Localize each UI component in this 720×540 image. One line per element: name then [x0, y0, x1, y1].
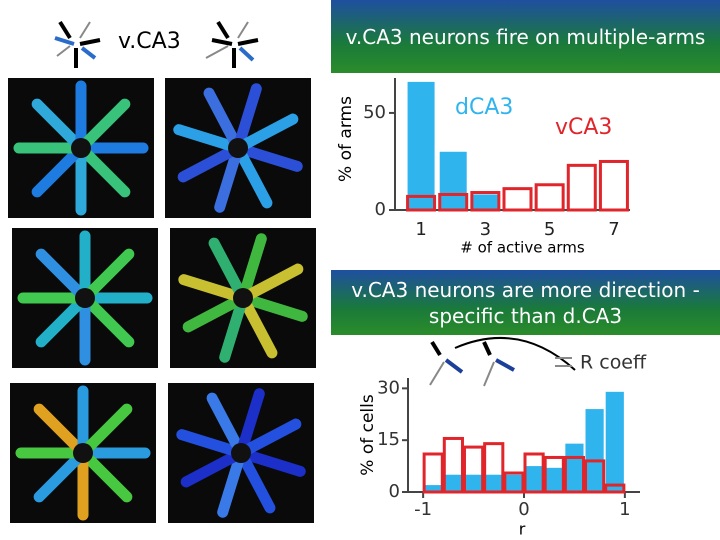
heatmap-arm: [235, 447, 306, 477]
heatmap-arm: [173, 124, 244, 154]
heatmap-arm: [35, 248, 91, 304]
x-tick-label: 1: [619, 499, 630, 520]
bar: [534, 183, 565, 212]
bar: [503, 471, 525, 494]
bar: [407, 81, 435, 210]
heatmaps: [8, 78, 316, 523]
heatmap-arm: [35, 292, 91, 348]
heatmap-arm: [219, 292, 249, 363]
heatmap-center: [71, 138, 91, 158]
heatmap-arm: [33, 447, 89, 503]
bar: [598, 159, 629, 212]
heatmap-arm: [203, 87, 244, 154]
heatmap-arm: [232, 142, 303, 172]
bar: [483, 442, 505, 494]
heatmap-arm: [182, 292, 249, 333]
bar: [406, 194, 437, 212]
direction-icons: [54, 20, 576, 387]
bar: [604, 483, 626, 494]
y-tick-label: 50: [363, 102, 386, 123]
x-tick-label: 3: [480, 219, 491, 240]
heatmap-arm: [217, 447, 247, 518]
heatmap-arm: [77, 447, 133, 503]
bar: [439, 151, 467, 210]
legend-label: dCA3: [455, 95, 513, 120]
heatmap-arm: [237, 292, 278, 359]
chart-title: v.CA3 neurons are more direction -specif…: [331, 270, 720, 335]
x-axis-label: r: [519, 520, 526, 539]
heatmap-arm: [232, 142, 273, 209]
x-tick-label: 0: [518, 499, 529, 520]
heatmap-center: [233, 288, 253, 308]
bar: [484, 474, 503, 492]
heatmap-arm: [75, 142, 131, 198]
heatmap-arm: [235, 388, 265, 459]
y-axis-label: % of arms: [336, 96, 356, 182]
heatmap-arm: [31, 98, 87, 154]
heatmap-arm: [214, 142, 244, 213]
bar: [438, 192, 469, 212]
heatmap-center: [73, 443, 93, 463]
heatmap-arm: [235, 418, 302, 459]
bar: [543, 455, 565, 494]
x-tick-label: 5: [544, 219, 555, 240]
heatmap-arm: [235, 447, 276, 514]
bar: [605, 391, 624, 492]
heatmap-arm: [31, 142, 87, 198]
bar: [566, 163, 597, 212]
heatmap-arm: [208, 237, 249, 304]
x-tick-label: 1: [415, 219, 426, 240]
heatmap-arm: [79, 248, 135, 304]
y-tick-label: 0: [375, 199, 386, 220]
heatmap-arm: [237, 292, 308, 322]
slide-label: v.CA3: [118, 29, 181, 54]
bar: [444, 474, 463, 492]
heatmap-arm: [79, 292, 135, 348]
bar: [545, 467, 564, 492]
x-axis-label: # of active arms: [460, 239, 585, 257]
heatmap-arm: [75, 98, 131, 154]
bar: [502, 187, 533, 212]
bar: [584, 459, 606, 494]
heatmap-arm: [237, 263, 304, 304]
heatmap-arm: [77, 403, 133, 459]
x-tick-label: -1: [414, 499, 432, 520]
bar: [565, 443, 584, 492]
bar: [525, 466, 544, 492]
bar: [462, 445, 485, 494]
chart-title: v.CA3 neurons fire on multiple-arms: [331, 0, 720, 73]
bar: [585, 409, 604, 492]
heatmap-center: [228, 138, 248, 158]
heatmap-arm: [237, 233, 267, 304]
heatmap-arm: [176, 429, 247, 459]
y-tick-label: 0: [389, 481, 400, 502]
bar: [424, 485, 443, 492]
x-tick-label: 7: [608, 219, 619, 240]
legend-label: vCA3: [555, 115, 612, 140]
y-axis-label: % of cells: [358, 394, 378, 476]
bar: [442, 436, 464, 494]
bar: [504, 474, 523, 492]
bar: [464, 474, 483, 492]
bar: [422, 452, 444, 494]
heatmap-arm: [232, 113, 299, 154]
heatmap-arm: [206, 392, 247, 459]
heatmap-center: [75, 288, 95, 308]
heatmap-arm: [33, 403, 89, 459]
y-tick-label: 30: [377, 377, 400, 398]
bar: [470, 191, 501, 212]
bar: [563, 455, 586, 494]
heatmap-arm: [180, 447, 247, 488]
bar: [523, 452, 545, 494]
bar: [471, 194, 499, 210]
annotation: R coeff: [580, 352, 647, 374]
heatmap-arm: [178, 274, 249, 304]
heatmap-arm: [232, 83, 262, 154]
heatmap-center: [231, 443, 251, 463]
heatmap-arm: [177, 142, 244, 183]
y-tick-label: 15: [377, 429, 400, 450]
